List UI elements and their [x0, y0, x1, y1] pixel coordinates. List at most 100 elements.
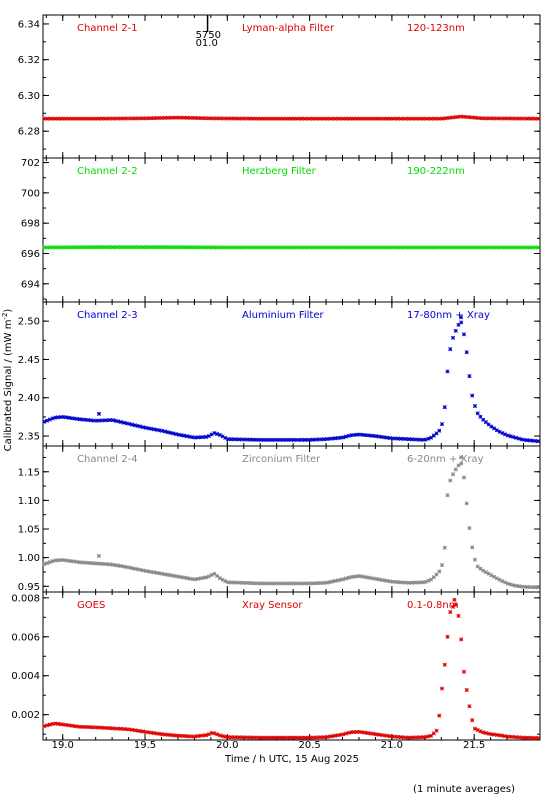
data-point	[409, 245, 414, 250]
data-point	[305, 735, 310, 740]
data-point	[365, 575, 371, 580]
data-point	[530, 585, 535, 590]
data-point	[322, 735, 327, 740]
data-point	[467, 704, 472, 709]
data-point	[483, 116, 488, 121]
data-point	[483, 570, 488, 575]
data-point	[195, 115, 200, 121]
data-point	[140, 245, 146, 250]
data-point	[357, 574, 362, 579]
data-point	[119, 116, 124, 121]
data-point	[467, 245, 472, 250]
data-point	[434, 728, 439, 733]
data-point	[66, 245, 72, 250]
data-point	[294, 245, 299, 250]
data-point	[47, 245, 52, 250]
data-point	[533, 438, 538, 444]
data-point	[354, 116, 360, 121]
data-point	[55, 558, 61, 563]
data-point	[162, 732, 168, 737]
data-point	[108, 417, 113, 423]
data-point	[267, 581, 272, 586]
data-point	[368, 575, 373, 581]
data-point	[234, 437, 239, 442]
data-point	[228, 245, 233, 250]
data-point	[305, 245, 310, 250]
data-point	[530, 735, 535, 740]
data-point	[168, 573, 173, 578]
panel-filter-label: Xray Sensor	[242, 600, 303, 611]
data-point	[179, 433, 184, 438]
panel-3: 2.35 2.40 2.45 2.50 Channel 2-3 Aluminium Fil…	[18, 301, 541, 447]
data-point	[338, 116, 343, 121]
data-point	[247, 437, 253, 442]
data-point	[365, 245, 371, 250]
data-point	[452, 597, 457, 602]
data-point	[55, 415, 61, 420]
data-point	[409, 437, 414, 442]
data-point	[146, 245, 151, 250]
data-point	[382, 578, 387, 583]
data-point	[434, 245, 439, 250]
data-point	[286, 245, 291, 250]
data-point	[371, 433, 376, 438]
data-point	[533, 245, 538, 250]
data-point	[157, 245, 162, 250]
data-point	[143, 729, 148, 735]
data-point	[239, 735, 244, 740]
data-point	[110, 116, 115, 121]
data-point	[374, 732, 379, 737]
data-point	[478, 245, 483, 250]
data-point	[42, 245, 47, 250]
data-point	[330, 436, 335, 441]
data-point	[135, 423, 140, 428]
data-point	[239, 437, 244, 442]
data-point	[437, 245, 442, 250]
data-point	[535, 585, 541, 590]
data-point	[171, 431, 176, 436]
data-point	[234, 735, 239, 740]
y-axis-label: Calibrated Signal / (mW m-2)	[1, 309, 14, 452]
data-point	[291, 581, 296, 586]
data-point	[341, 116, 346, 121]
data-point	[275, 116, 280, 121]
data-point	[149, 426, 154, 431]
data-point	[61, 116, 66, 121]
data-point	[401, 245, 406, 250]
data-point	[269, 735, 275, 740]
data-point	[187, 576, 192, 581]
data-point	[94, 245, 99, 250]
data-point	[86, 724, 91, 730]
data-point	[535, 245, 541, 250]
data-point	[409, 580, 414, 585]
data-point	[91, 245, 96, 250]
data-point	[289, 245, 294, 250]
data-point	[223, 245, 228, 250]
data-point	[349, 730, 354, 735]
data-point	[165, 115, 170, 120]
data-point	[140, 425, 146, 430]
data-point	[138, 424, 143, 429]
data-point	[448, 347, 453, 352]
data-point	[121, 116, 126, 121]
data-point	[110, 245, 115, 250]
data-point	[322, 116, 327, 121]
data-point	[343, 434, 349, 439]
data-point	[261, 245, 266, 250]
data-point	[300, 437, 305, 442]
y-tick-label: 2.45	[18, 355, 40, 366]
data-point	[190, 435, 195, 440]
data-point	[209, 572, 214, 578]
data-point	[272, 735, 277, 740]
data-point	[96, 411, 102, 416]
data-point	[453, 115, 458, 120]
data-point	[64, 558, 69, 563]
data-point	[102, 725, 107, 730]
data-point	[116, 116, 121, 121]
data-point	[442, 662, 447, 667]
data-point	[332, 116, 338, 121]
data-point	[42, 419, 47, 424]
data-point	[86, 417, 91, 423]
data-point	[467, 525, 472, 531]
data-point	[412, 245, 417, 250]
